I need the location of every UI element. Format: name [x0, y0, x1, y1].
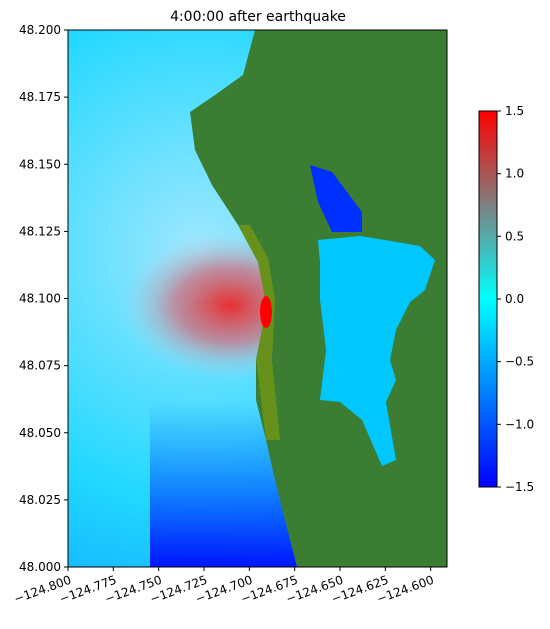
- colorbar-tick-label: −0.5: [505, 355, 534, 369]
- colorbar-tick-label: −1.5: [505, 480, 534, 494]
- colorbar-tick-label: 0.0: [505, 292, 524, 306]
- inlet-north: [310, 165, 362, 232]
- inlet: [318, 236, 435, 466]
- y-tick-label: 48.175: [19, 90, 61, 104]
- chart-title: 4:00:00 after earthquake: [170, 9, 346, 25]
- colorbar-tick-label: 1.5: [505, 104, 524, 118]
- y-tick-label: 48.025: [19, 493, 61, 507]
- y-tick-label: 48.150: [19, 157, 61, 171]
- colorbar: [478, 110, 498, 488]
- y-tick-label: 48.200: [19, 23, 61, 37]
- y-tick-label: 48.075: [19, 359, 61, 373]
- shore: [238, 225, 280, 440]
- y-tick-label: 48.125: [19, 224, 61, 238]
- colorbar-tick-label: 0.5: [505, 229, 524, 243]
- colorbar-tick-label: −1.0: [505, 417, 534, 431]
- colorbar-tick-label: 1.0: [505, 167, 524, 181]
- map-image: [68, 30, 447, 567]
- y-tick-label: 48.100: [19, 292, 61, 306]
- y-tick-label: 48.000: [19, 560, 61, 574]
- y-tick-label: 48.050: [19, 426, 61, 440]
- peak: [260, 296, 272, 328]
